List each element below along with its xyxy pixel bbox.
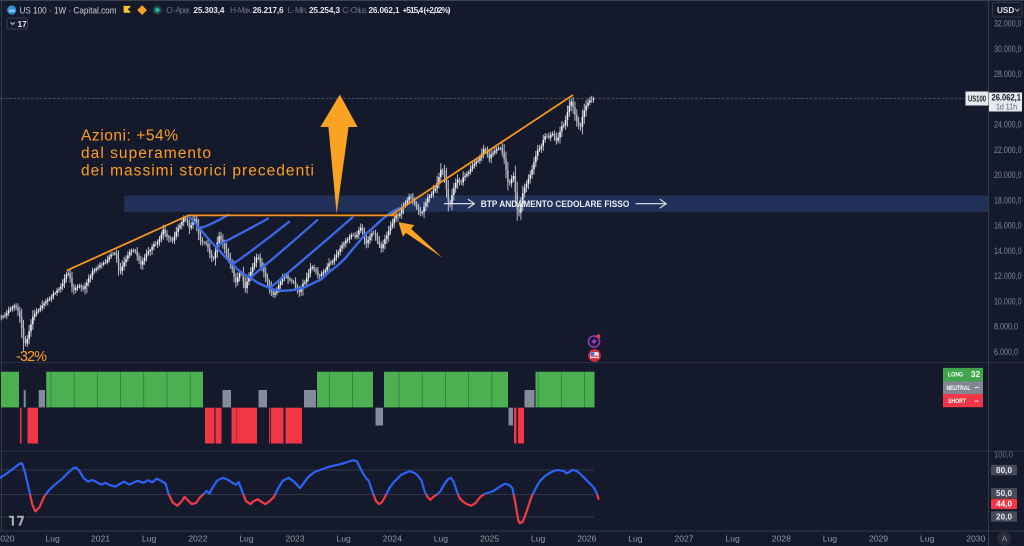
svg-text:Lug: Lug (920, 534, 935, 544)
svg-text:14.000,0: 14.000,0 (994, 246, 1022, 256)
svg-text:Lug: Lug (725, 534, 740, 544)
svg-text:2020: 2020 (0, 534, 15, 544)
svg-text:2027: 2027 (674, 534, 693, 544)
svg-text:2025: 2025 (480, 534, 499, 544)
svg-text:Lug: Lug (239, 534, 254, 544)
svg-text:10.000,0: 10.000,0 (994, 296, 1022, 306)
svg-text:18.000,0: 18.000,0 (994, 195, 1022, 205)
svg-text:+515,4 (+2,02%): +515,4 (+2,02%) (403, 6, 451, 15)
svg-text:Lug: Lug (45, 534, 60, 544)
svg-text:8.000,0: 8.000,0 (994, 322, 1018, 332)
svg-text:Lug: Lug (336, 534, 351, 544)
svg-text:Lug: Lug (531, 534, 546, 544)
svg-text:26.062,1: 26.062,1 (369, 6, 400, 15)
svg-text:2030: 2030 (966, 534, 985, 544)
svg-text:L - Min.: L - Min. (288, 6, 308, 15)
svg-text:2021: 2021 (91, 534, 110, 544)
svg-text:6.000,0: 6.000,0 (994, 347, 1018, 357)
svg-text:dei massimi storici precedenti: dei massimi storici precedenti (81, 163, 314, 180)
svg-text:LONG: LONG (948, 372, 963, 379)
svg-text:Azioni: +54%: Azioni: +54% (81, 128, 178, 145)
svg-text:NEUTRAL: NEUTRAL (947, 385, 971, 392)
svg-text:100: 100 (9, 9, 15, 13)
svg-text:16.000,0: 16.000,0 (994, 221, 1022, 231)
svg-text:25.303,4: 25.303,4 (193, 6, 224, 15)
svg-text:80,0: 80,0 (996, 466, 1012, 475)
svg-text:2028: 2028 (772, 534, 791, 544)
svg-text:USD: USD (997, 6, 1014, 15)
svg-text:2026: 2026 (577, 534, 596, 544)
svg-text:BTP ANDAMENTO CEDOLARE FISSO: BTP ANDAMENTO CEDOLARE FISSO (481, 199, 630, 209)
svg-text:SHORT: SHORT (948, 398, 967, 405)
svg-text:25.254,3: 25.254,3 (309, 6, 340, 15)
svg-text:20,0: 20,0 (996, 512, 1012, 521)
svg-text:26.062,1: 26.062,1 (992, 93, 1022, 103)
svg-text:32.000,0: 32.000,0 (994, 19, 1022, 29)
svg-text:12.000,0: 12.000,0 (994, 271, 1022, 281)
svg-text:20.000,0: 20.000,0 (994, 170, 1022, 180)
svg-text:30.000,0: 30.000,0 (994, 44, 1022, 54)
svg-text:Lug: Lug (434, 534, 449, 544)
svg-text:–: – (975, 383, 980, 392)
svg-text:–: – (975, 396, 980, 405)
svg-text:2024: 2024 (383, 534, 402, 544)
svg-text:dal superamento: dal superamento (81, 145, 211, 162)
svg-text:US 100 · 1W · Capital.com: US 100 · 1W · Capital.com (20, 5, 117, 16)
svg-text:44,0: 44,0 (996, 500, 1012, 509)
svg-text:A: A (1002, 535, 1008, 544)
svg-text:US100: US100 (968, 94, 986, 104)
svg-text:28.000,0: 28.000,0 (994, 69, 1022, 79)
svg-text:Lug: Lug (823, 534, 838, 544)
svg-text:32: 32 (971, 370, 981, 379)
svg-text:O - Aper.: O - Aper. (166, 6, 190, 15)
svg-text:2023: 2023 (285, 534, 304, 544)
svg-text:24.000,0: 24.000,0 (994, 120, 1022, 130)
svg-text:100,0: 100,0 (994, 450, 1013, 460)
svg-text:-32%: -32% (16, 349, 47, 365)
svg-text:22.000,0: 22.000,0 (994, 145, 1022, 155)
svg-text:C - Chius.: C - Chius. (343, 6, 368, 15)
svg-text:1d 11h: 1d 11h (996, 102, 1017, 111)
svg-text:2022: 2022 (188, 534, 207, 544)
svg-text:17: 17 (18, 19, 28, 29)
svg-text:Lug: Lug (142, 534, 157, 544)
svg-text:H - Max.: H - Max. (230, 6, 252, 15)
svg-text:Lug: Lug (628, 534, 643, 544)
svg-text:26.217,6: 26.217,6 (253, 6, 284, 15)
svg-text:50,0: 50,0 (996, 489, 1012, 498)
svg-text:2029: 2029 (869, 534, 888, 544)
